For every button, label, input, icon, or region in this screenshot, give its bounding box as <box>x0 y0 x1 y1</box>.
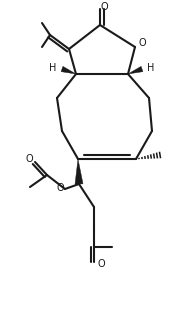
Text: H: H <box>147 63 155 73</box>
Polygon shape <box>128 66 143 74</box>
Text: O: O <box>138 38 146 48</box>
Polygon shape <box>61 66 76 74</box>
Text: H: H <box>49 63 57 73</box>
Text: O: O <box>25 154 33 164</box>
Text: O: O <box>97 259 105 269</box>
Text: O: O <box>56 183 64 193</box>
Text: O: O <box>100 2 108 12</box>
Polygon shape <box>75 159 83 184</box>
